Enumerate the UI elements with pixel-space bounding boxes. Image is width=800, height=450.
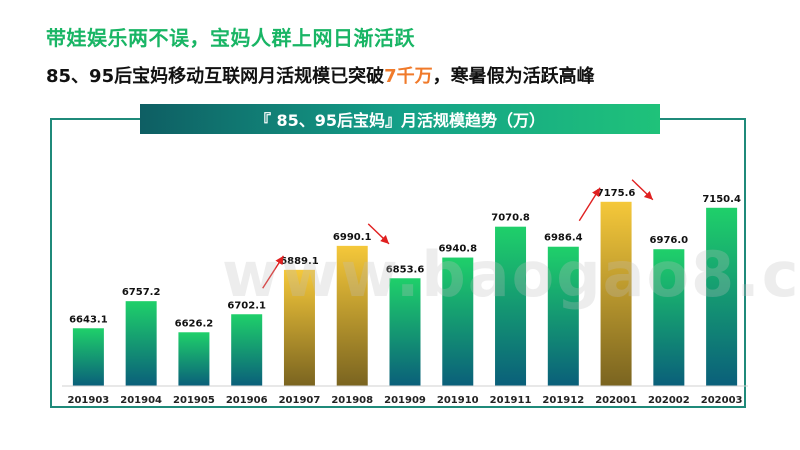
subhead: 85、95后宝妈移动互联网月活规模已突破7千万，寒暑假为活跃高峰 [46,62,595,88]
bar-201910 [442,257,474,386]
trend-arrow-201908-201909 [367,223,390,245]
trend-arrow-201906-201907 [262,255,285,289]
trend-arrow-202001-202002 [631,179,654,201]
bar-202002 [653,249,685,386]
x-tick-202002: 202002 [648,395,690,406]
x-tick-202003: 202003 [701,395,743,406]
value-label-201912: 6986.4 [544,233,583,244]
value-label-202001: 7175.6 [597,188,636,199]
x-tick-201912: 201912 [542,395,584,406]
value-label-201903: 6643.1 [69,314,108,325]
value-label-201906: 6702.1 [227,300,266,311]
value-label-201905: 6626.2 [175,318,214,329]
x-tick-201911: 201911 [490,395,532,406]
x-tick-201909: 201909 [384,395,426,406]
bar-201905 [178,332,210,386]
value-label-201911: 7070.8 [491,213,530,224]
trend-arrow-201912-202001 [578,187,601,222]
value-label-202003: 7150.4 [702,194,741,205]
x-tick-201906: 201906 [226,395,268,406]
x-tick-201904: 201904 [120,395,162,406]
x-tick-201910: 201910 [437,395,479,406]
bar-201906 [231,314,263,386]
headline: 带娃娱乐两不误，宝妈人群上网日渐活跃 [46,26,415,50]
bar-201903 [72,328,104,386]
x-tick-201908: 201908 [331,395,373,406]
x-tick-201903: 201903 [68,395,110,406]
x-tick-202001: 202001 [595,395,637,406]
subhead-text-after: ，寒暑假为活跃高峰 [432,66,595,87]
bar-201912 [547,246,579,386]
value-label-201910: 6940.8 [438,244,477,255]
value-label-202002: 6976.0 [650,235,689,246]
x-tick-201907: 201907 [279,395,321,406]
chart-title: 『 85、95后宝妈』月活规模趋势（万） [140,104,660,134]
bar-201911 [495,226,527,386]
x-tick-201905: 201905 [173,395,215,406]
bar-201907 [283,269,315,386]
chart-frame-top-right [660,118,746,120]
subhead-text-before: 85、95后宝妈移动互联网月活规模已突破 [46,66,385,87]
bar-201904 [125,301,157,386]
subhead-accent: 7千万 [384,66,433,87]
value-label-201907: 6889.1 [280,256,319,267]
value-label-201908: 6990.1 [333,232,372,243]
chart-frame-top-left [50,118,142,120]
bar-201909 [389,278,421,386]
bar-201908 [336,245,368,386]
value-label-201904: 6757.2 [122,287,161,298]
value-label-201909: 6853.6 [386,264,425,275]
bar-202003 [706,207,738,386]
bar-202001 [600,201,632,386]
chart-frame [50,118,746,408]
